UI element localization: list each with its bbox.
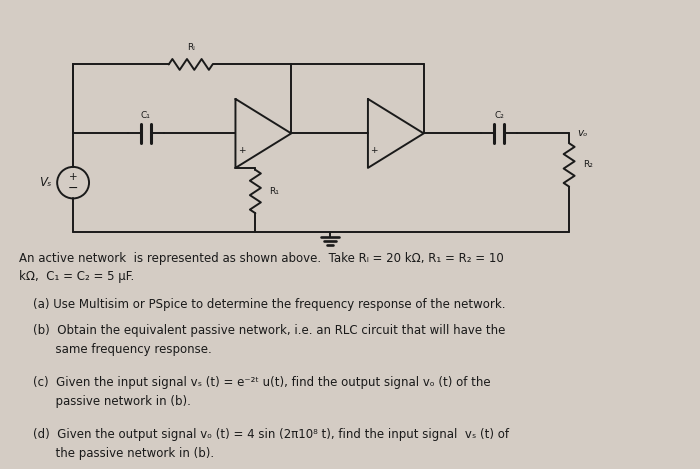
Text: C₂: C₂ xyxy=(494,111,504,120)
Text: R₂: R₂ xyxy=(583,160,593,169)
Text: Vₛ: Vₛ xyxy=(38,176,51,189)
Text: +: + xyxy=(69,172,78,182)
Text: (b)  Obtain the equivalent passive network, i.e. an RLC circuit that will have t: (b) Obtain the equivalent passive networ… xyxy=(34,324,505,356)
Text: (d)  Given the output signal vₒ (t) = 4 sin (2π10⁸ t), find the input signal  vₛ: (d) Given the output signal vₒ (t) = 4 s… xyxy=(34,429,510,460)
Text: (c)  Given the input signal vₛ (t) = e⁻²ᵗ u(t), find the output signal vₒ (t) of: (c) Given the input signal vₛ (t) = e⁻²ᵗ… xyxy=(34,376,491,408)
Text: +: + xyxy=(370,146,378,155)
Text: Rₗ: Rₗ xyxy=(187,43,195,52)
Text: vₒ: vₒ xyxy=(577,129,587,138)
Text: +: + xyxy=(238,146,245,155)
Text: An active network  is represented as shown above.  Take Rₗ = 20 kΩ, R₁ = R₂ = 10: An active network is represented as show… xyxy=(20,252,504,283)
Text: C₁: C₁ xyxy=(141,111,150,120)
Text: −: − xyxy=(68,182,78,195)
Text: R₁: R₁ xyxy=(270,187,279,196)
Text: (a) Use Multisim or PSpice to determine the frequency response of the network.: (a) Use Multisim or PSpice to determine … xyxy=(34,298,506,311)
